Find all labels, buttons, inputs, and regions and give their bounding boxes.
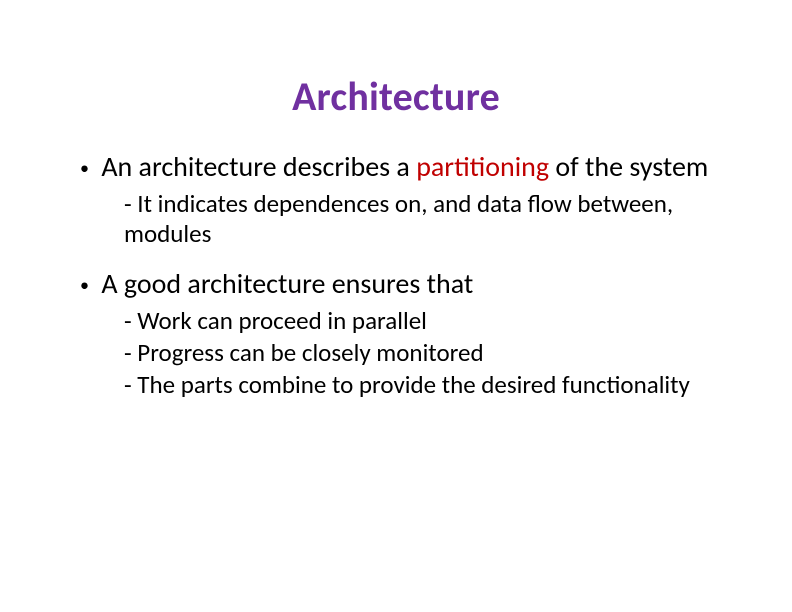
bullet-1-post: of the system	[549, 149, 708, 184]
bullet-1: • An architecture describes a partitioni…	[80, 150, 712, 183]
bullet-1-sub-1: - It indicates dependences on, and data …	[124, 189, 712, 249]
bullet-2-text: A good architecture ensures that	[101, 266, 473, 301]
slide-title: Architecture	[0, 72, 792, 121]
bullet-1-pre: An architecture describes a	[101, 149, 416, 184]
bullet-2-sub-1: - Work can proceed in parallel	[124, 306, 712, 336]
slide-body: • An architecture describes a partitioni…	[80, 150, 712, 418]
bullet-2: • A good architecture ensures that	[80, 267, 712, 300]
slide: Architecture • An architecture describes…	[0, 0, 792, 612]
bullet-2-sub-3: - The parts combine to provide the desir…	[124, 370, 712, 400]
bullet-1-emphasis: partitioning	[416, 149, 549, 184]
bullet-dot-icon: •	[80, 274, 95, 296]
bullet-2-sub-2: - Progress can be closely monitored	[124, 338, 712, 368]
bullet-dot-icon: •	[80, 157, 95, 179]
